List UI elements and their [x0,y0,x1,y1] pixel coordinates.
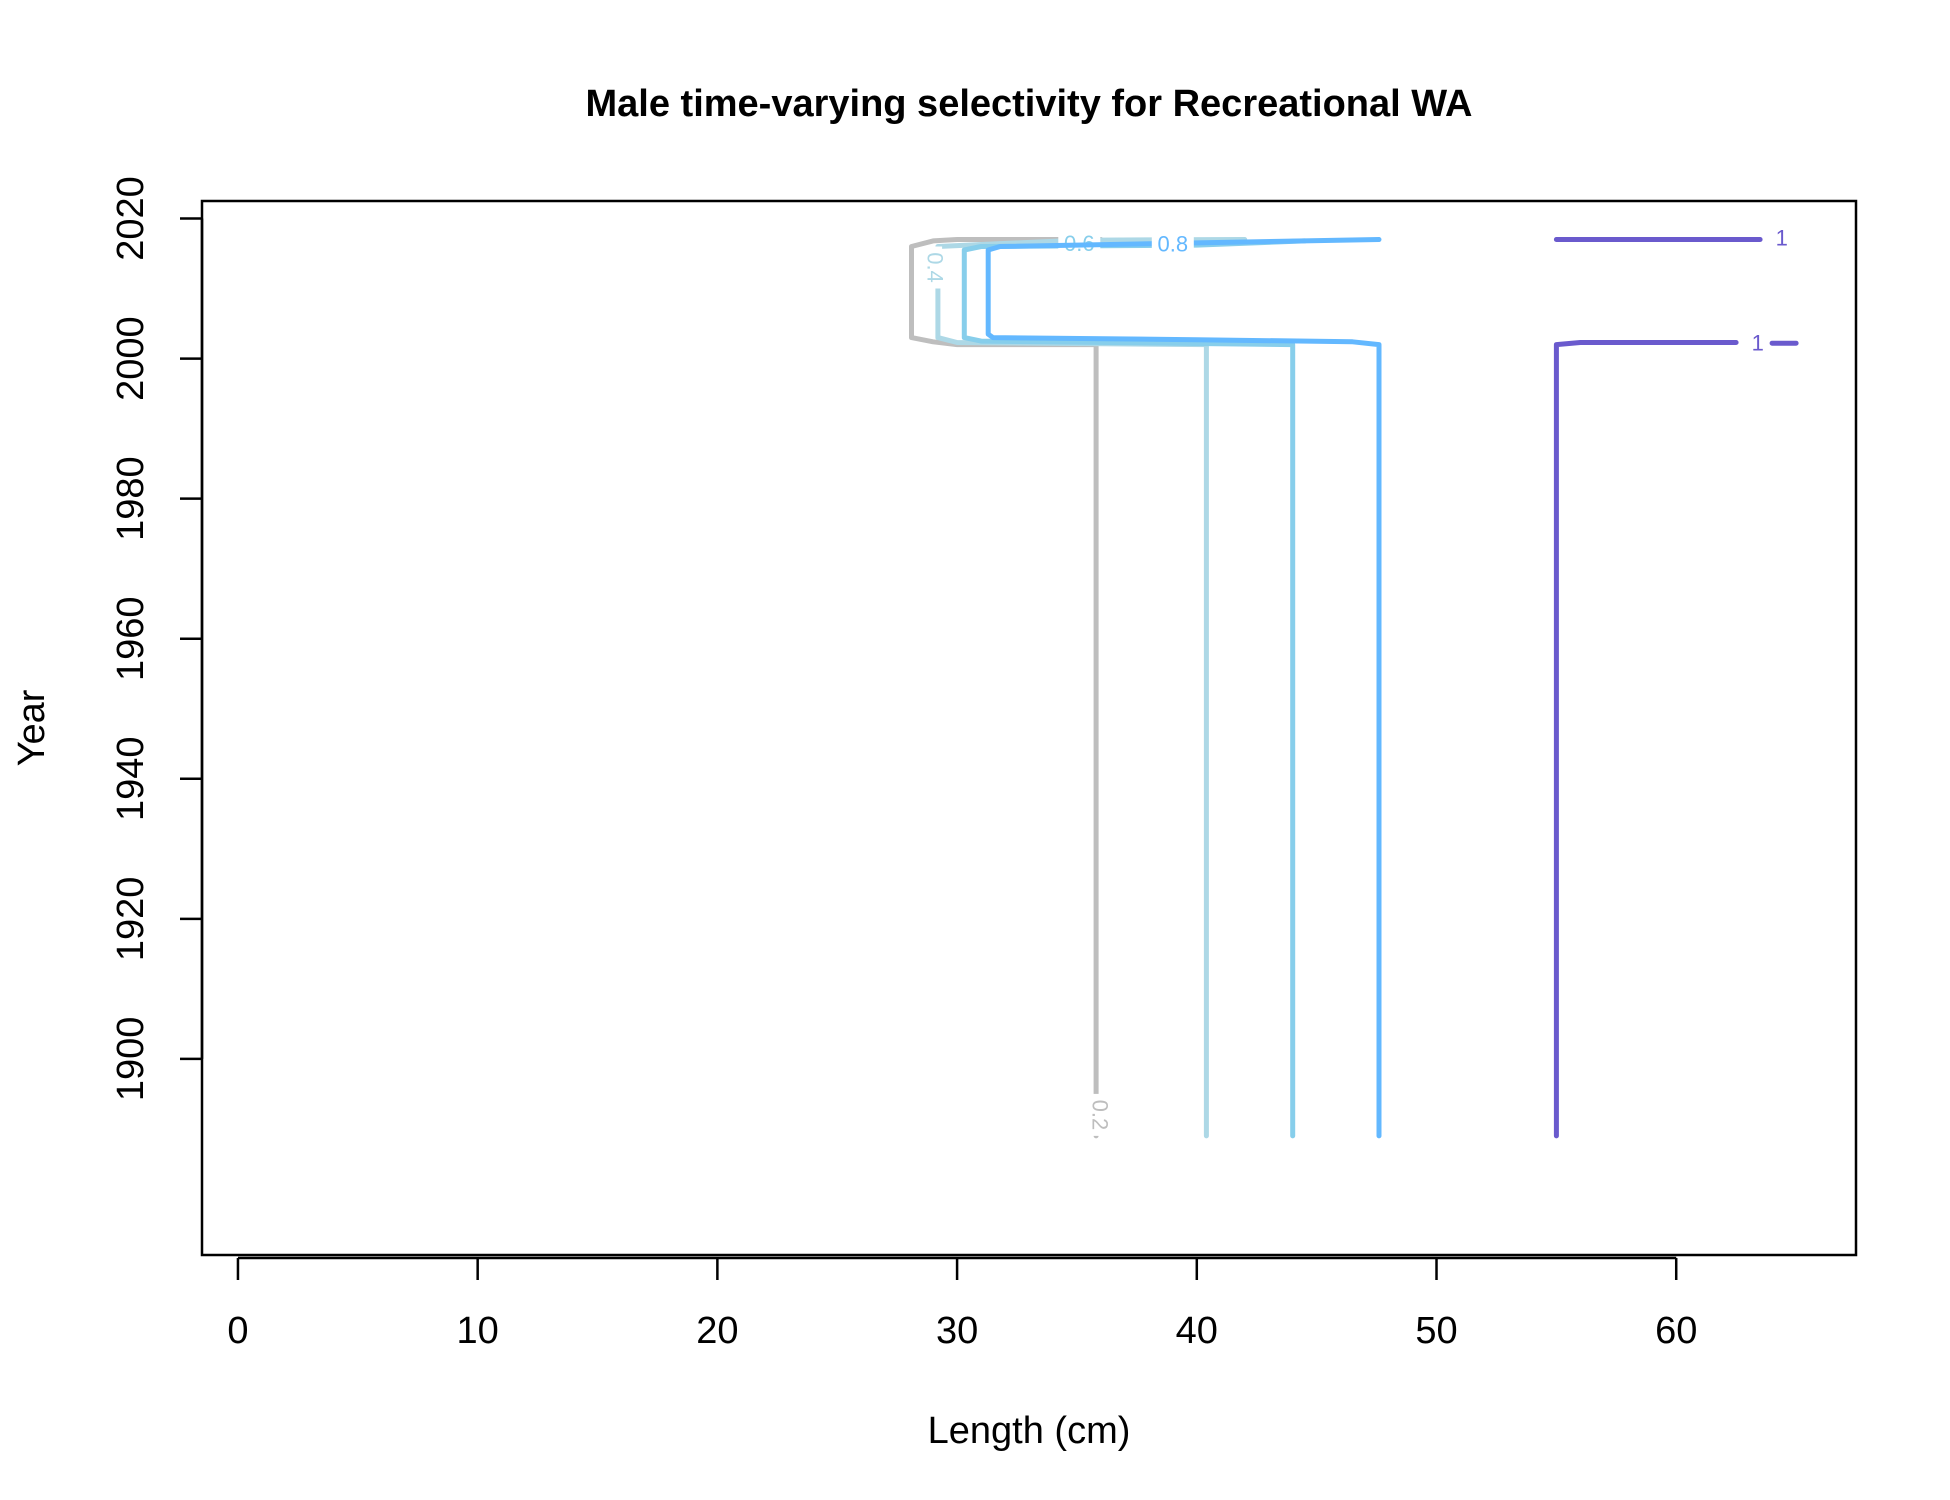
chart-title: Male time-varying selectivity for Recrea… [586,83,1473,125]
y-tick-label: 2020 [110,176,152,261]
x-tick-label: 50 [1415,1310,1457,1352]
y-tick-label: 1940 [110,737,152,822]
y-tick-label: 1920 [110,877,152,962]
contour-label: 0.8 [1158,232,1189,257]
y-tick-label: 2000 [110,316,152,401]
y-tick-label: 1960 [110,596,152,681]
x-tick-label: 20 [696,1310,738,1352]
contour-line [935,237,1248,1139]
x-axis: 0 10 20 30 40 50 60 [227,1256,1697,1352]
contour-label: 1 [1776,225,1788,250]
contour-label: 0.4 [922,252,947,283]
contour-label: 1 [1752,330,1764,355]
x-tick-label: 40 [1176,1310,1218,1352]
contour-line [985,237,1382,1139]
contour-label-gap [1772,230,1791,249]
x-axis-label: Length (cm) [928,1410,1131,1452]
contour-line [1553,340,1739,1139]
y-tick-label: 1980 [110,456,152,541]
contour-label: 0.2 [1088,1100,1113,1131]
contour-line [961,238,1308,1139]
plot-frame [200,199,1858,1257]
x-tick-label: 30 [936,1310,978,1352]
x-tick-label: 0 [227,1310,248,1352]
x-tick-label: 60 [1655,1310,1697,1352]
y-axis-label: Year [11,689,53,766]
y-tick-label: 1900 [110,1017,152,1102]
x-tick-label: 10 [457,1310,499,1352]
contour-label-gap [1151,236,1194,255]
contour-line [909,237,1104,1139]
y-axis: 1900 1920 1940 1960 1980 2000 2020 [110,176,204,1102]
contour-lines: 0.20.40.6 0.8 11 [909,225,1799,1139]
contour-label-gap [1089,1093,1108,1136]
contour-label-gap [1748,335,1767,354]
contour-label-gap [924,246,943,289]
